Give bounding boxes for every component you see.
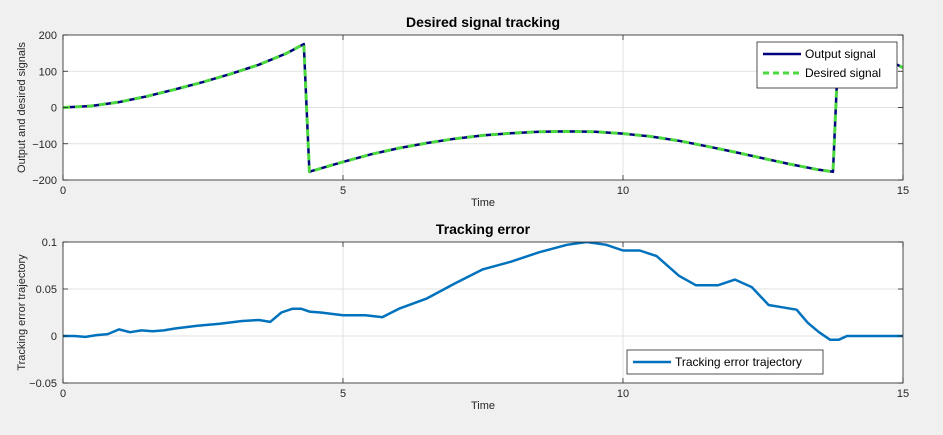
tracking-plot-ticks: 0 5 10 15 −200 −100 0 100 200 (32, 30, 909, 197)
y-tick-label: 0 (51, 103, 57, 115)
output-signal-legend-label: Output signal (805, 47, 876, 61)
error-plot-lines (63, 242, 903, 342)
error-plot-ylabel: Tracking error trajectory (16, 254, 28, 371)
x-tick-label: 0 (60, 185, 66, 197)
desired-signal-legend-label: Desired signal (805, 66, 881, 80)
y-tick-label: 0.05 (36, 284, 57, 296)
y-tick-label: 0.1 (42, 237, 57, 249)
tracking-legend-box (756, 41, 898, 89)
tracking-error-trajectory-line (63, 242, 903, 342)
x-tick-label: 10 (617, 388, 629, 400)
y-tick-label: 100 (39, 66, 57, 78)
tracking-plot-lines (63, 41, 903, 174)
y-tick-label: −200 (32, 175, 57, 187)
tracking-error-legend-label: Tracking error trajectory (675, 355, 802, 369)
tracking-plot-axes: 0 5 10 15 −200 −100 0 100 200 Desired signal tra… (16, 14, 909, 209)
tracking-plot-xlabel: Time (471, 197, 495, 209)
y-tick-label: −100 (32, 139, 57, 151)
x-tick-label: 5 (340, 185, 346, 197)
y-tick-label: 200 (39, 30, 57, 42)
y-tick-label: −0.05 (29, 378, 57, 390)
x-tick-label: 5 (340, 388, 346, 400)
tracking-plot-legend: Output signal Desired signal (756, 41, 898, 89)
error-plot-legend: Tracking error trajectory (626, 349, 824, 375)
x-tick-label: 15 (897, 185, 909, 197)
y-tick-label: 0 (51, 331, 57, 343)
tracking-plot-ylabel: Output and desired signals (16, 42, 28, 173)
tracking-plot-title: Desired signal tracking (406, 14, 560, 30)
x-tick-label: 10 (617, 185, 629, 197)
error-plot-title: Tracking error (436, 221, 531, 237)
error-plot-frame (62, 241, 904, 384)
x-tick-label: 0 (60, 388, 66, 400)
error-plot-xlabel: Time (471, 400, 495, 412)
desired-signal-line (63, 41, 903, 174)
x-tick-label: 15 (897, 388, 909, 400)
